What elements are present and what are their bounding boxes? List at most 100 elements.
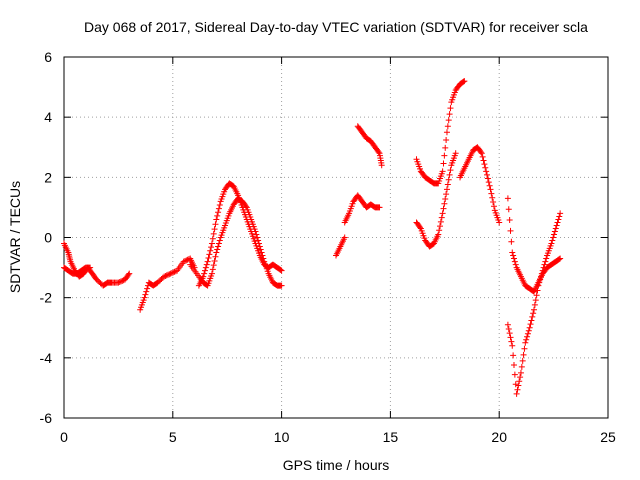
data-point bbox=[206, 251, 213, 258]
data-point bbox=[118, 278, 125, 285]
data-point bbox=[543, 255, 550, 262]
data-point bbox=[208, 240, 215, 247]
data-point bbox=[435, 231, 442, 238]
series-arc-10 bbox=[413, 150, 459, 250]
data-point bbox=[437, 218, 444, 225]
data-point bbox=[163, 272, 170, 279]
data-point bbox=[519, 357, 526, 364]
data-point bbox=[375, 149, 382, 156]
data-point bbox=[542, 258, 549, 265]
data-point bbox=[510, 362, 517, 369]
data-point bbox=[487, 186, 494, 193]
data-point bbox=[507, 334, 514, 341]
data-point bbox=[489, 194, 496, 201]
data-point bbox=[167, 270, 174, 277]
data-point bbox=[205, 254, 212, 261]
data-point bbox=[441, 200, 448, 207]
data-point bbox=[531, 301, 538, 308]
data-point bbox=[461, 78, 468, 85]
data-point bbox=[445, 117, 452, 124]
data-point bbox=[442, 195, 449, 202]
data-point bbox=[447, 167, 454, 174]
data-markers bbox=[61, 78, 564, 397]
data-point bbox=[440, 160, 447, 167]
data-point bbox=[505, 206, 512, 213]
data-point bbox=[533, 292, 540, 299]
data-point bbox=[439, 210, 446, 217]
data-point bbox=[510, 352, 517, 359]
data-point bbox=[255, 237, 262, 244]
data-point bbox=[554, 219, 561, 226]
data-point bbox=[479, 153, 486, 160]
data-point bbox=[216, 237, 223, 244]
data-point bbox=[278, 282, 285, 289]
data-point bbox=[125, 271, 132, 278]
data-point bbox=[126, 270, 133, 277]
data-point bbox=[557, 255, 564, 262]
data-point bbox=[484, 171, 491, 178]
data-point bbox=[506, 330, 513, 337]
data-point bbox=[486, 182, 493, 189]
data-point bbox=[478, 150, 485, 157]
data-point bbox=[254, 234, 261, 241]
data-point bbox=[444, 123, 451, 130]
data-point bbox=[116, 279, 123, 286]
data-point bbox=[215, 243, 222, 250]
data-point bbox=[505, 325, 512, 332]
data-point bbox=[524, 333, 531, 340]
data-point bbox=[537, 276, 544, 283]
data-point bbox=[212, 253, 219, 260]
data-point bbox=[168, 269, 175, 276]
data-point bbox=[557, 210, 564, 217]
data-point bbox=[444, 181, 451, 188]
data-point bbox=[184, 256, 191, 263]
data-point bbox=[446, 171, 453, 178]
data-point bbox=[512, 381, 519, 388]
y-tick-label: 4 bbox=[44, 109, 52, 125]
x-tick-label: 10 bbox=[274, 429, 290, 445]
data-point bbox=[484, 175, 491, 182]
x-tick-label: 20 bbox=[491, 429, 507, 445]
data-point bbox=[483, 168, 490, 175]
data-point bbox=[143, 288, 150, 295]
data-point bbox=[440, 205, 447, 212]
data-point bbox=[257, 246, 264, 253]
data-point bbox=[528, 317, 535, 324]
data-point bbox=[524, 330, 531, 337]
data-point bbox=[480, 157, 487, 164]
data-point bbox=[515, 382, 522, 389]
data-point bbox=[216, 202, 223, 209]
data-point bbox=[441, 152, 448, 159]
data-point bbox=[445, 176, 452, 183]
data-point bbox=[452, 150, 459, 157]
data-point bbox=[119, 277, 126, 284]
data-point bbox=[447, 105, 454, 112]
data-point bbox=[527, 321, 534, 328]
data-point bbox=[508, 238, 515, 245]
data-point bbox=[87, 264, 94, 271]
data-point bbox=[507, 227, 514, 234]
data-point bbox=[200, 273, 207, 280]
data-point bbox=[535, 282, 542, 289]
data-point bbox=[511, 258, 518, 265]
x-tick-label: 25 bbox=[600, 429, 616, 445]
data-point bbox=[203, 261, 210, 268]
data-point bbox=[202, 267, 209, 274]
data-point bbox=[213, 216, 220, 223]
data-point bbox=[518, 363, 525, 370]
data-point bbox=[165, 271, 172, 278]
data-point bbox=[504, 195, 511, 202]
data-point bbox=[436, 227, 443, 234]
y-axis-label: SDTVAR / TECUs bbox=[7, 181, 23, 293]
data-point bbox=[443, 137, 450, 144]
data-point bbox=[416, 224, 423, 231]
series-arc-11 bbox=[457, 144, 503, 226]
y-tick-label: -6 bbox=[40, 410, 53, 426]
data-point bbox=[253, 231, 260, 238]
data-point bbox=[115, 279, 122, 286]
series-arc-13 bbox=[504, 210, 564, 397]
data-point bbox=[490, 203, 497, 210]
data-point bbox=[551, 231, 558, 238]
data-point bbox=[278, 267, 285, 274]
series-arc-7 bbox=[341, 192, 383, 226]
